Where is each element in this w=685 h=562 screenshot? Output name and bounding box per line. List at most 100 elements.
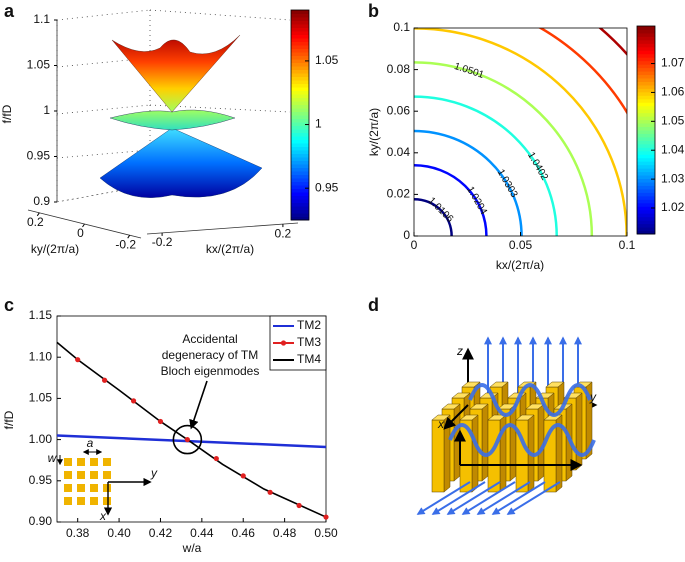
- colorbar-cell: [291, 174, 309, 179]
- colorbar-cell: [637, 67, 655, 72]
- annotation-arrow: [189, 380, 208, 430]
- data-point: [296, 502, 302, 509]
- colorbar-cell: [291, 55, 309, 60]
- colorbar-cell: [291, 87, 309, 91]
- y-tick-label: 1.05: [29, 391, 53, 405]
- inset-label: y: [150, 466, 158, 480]
- inset-cell: [90, 471, 98, 479]
- colorbar-cell: [637, 209, 655, 214]
- colorbar-cell: [637, 91, 655, 96]
- colorbar-cell: [291, 188, 309, 193]
- colorbar-tick-label: 0.95: [315, 180, 339, 194]
- pillar-front: [487, 419, 501, 493]
- colorbar-cell: [637, 53, 655, 58]
- colorbar-cell: [291, 167, 309, 172]
- colorbar-cell: [291, 97, 309, 102]
- inset-cell: [103, 484, 111, 492]
- colorbar-cell: [291, 108, 309, 112]
- colorbar-cell: [637, 133, 655, 138]
- colorbar-cell: [291, 45, 309, 49]
- contours: [414, 28, 627, 236]
- annotation-text: degeneracy of TM: [162, 348, 259, 362]
- pillar-top: [469, 403, 489, 410]
- colorbar-cell: [637, 46, 655, 51]
- colorbar-cell: [637, 182, 655, 186]
- colorbar-cell: [637, 227, 655, 232]
- colorbar-cell: [291, 178, 309, 182]
- colorbar-cell: [291, 34, 309, 39]
- contour-label: 1.0402: [525, 150, 550, 182]
- legend-label: TM2: [297, 318, 321, 332]
- z-tick-label: 1.05: [27, 58, 51, 72]
- x-tick-label: 0.40: [107, 526, 131, 540]
- colorbar-cell: [637, 136, 655, 141]
- pillar-side: [575, 392, 583, 471]
- contour-line: [414, 95, 558, 236]
- inset-cell: [103, 471, 111, 479]
- z-tick-label: 0.95: [27, 149, 51, 163]
- colorbar-cell: [291, 101, 309, 105]
- legend-label: TM4: [297, 352, 321, 366]
- y-tick-label: 0.04: [387, 145, 411, 159]
- colorbar-tick-label: 1.05: [315, 53, 339, 67]
- pillar-side: [471, 414, 479, 493]
- data-point: [130, 398, 137, 404]
- wave-arrow: [416, 481, 471, 515]
- inset-label: x: [99, 509, 107, 523]
- colorbar-cell: [637, 199, 655, 204]
- colorbar-cell: [291, 62, 309, 67]
- y-tick-label: 0.02: [387, 187, 411, 201]
- colorbar-cell: [637, 150, 655, 155]
- colorbar-cell: [637, 164, 655, 169]
- colorbar-cell: [291, 83, 309, 88]
- colorbar-cell: [291, 136, 309, 140]
- z-axis-label: f/fD: [0, 104, 14, 123]
- colorbar-cell: [637, 175, 655, 180]
- data-point: [240, 473, 246, 479]
- colorbar-tick-label: 1.06: [661, 85, 685, 99]
- panel-label: b: [368, 1, 379, 21]
- colorbar-cell: [291, 171, 309, 175]
- y-tick-label: -0.2: [115, 237, 136, 251]
- x-tick-label: 0.38: [66, 526, 90, 540]
- wave-arrow: [476, 481, 531, 515]
- colorbar-cell: [291, 146, 309, 151]
- panel-label: d: [368, 295, 379, 315]
- colorbar-cell: [637, 216, 655, 221]
- wave-arrow: [506, 481, 561, 515]
- colorbar-cell: [291, 181, 309, 186]
- colorbar-cell: [291, 13, 309, 18]
- x-tick-label: 0.46: [232, 526, 256, 540]
- contour-line: [414, 164, 488, 236]
- inset-cell: [77, 458, 85, 466]
- colorbar-cell: [291, 17, 309, 21]
- y-tick-label: 0.08: [387, 62, 411, 76]
- colorbar-cell: [291, 76, 309, 81]
- x-axis-label: kx/(2π/a): [496, 258, 544, 272]
- wave-arrow: [461, 481, 516, 515]
- colorbar-cell: [291, 213, 309, 217]
- colorbar-cell: [637, 192, 655, 197]
- colorbar-tick-label: 1.05: [661, 114, 685, 128]
- colorbar-cell: [637, 78, 655, 82]
- pillar-top: [489, 381, 509, 388]
- colorbar-cell: [291, 195, 309, 200]
- colorbar-cell: [291, 24, 309, 28]
- z-tick-label: 1.1: [33, 12, 50, 26]
- colorbar-cell: [291, 209, 309, 214]
- colorbar-cell: [291, 199, 309, 203]
- colorbar-cell: [637, 116, 655, 121]
- colorbar-cell: [637, 143, 655, 148]
- wave: [468, 383, 592, 417]
- colorbar-cell: [637, 50, 655, 55]
- data-point: [213, 455, 219, 462]
- pillar-top: [441, 403, 461, 410]
- x-tick-label: 0.50: [314, 526, 338, 540]
- colorbar-cell: [291, 41, 309, 46]
- colorbar-cell: [291, 164, 309, 168]
- colorbar-cell: [291, 185, 309, 189]
- colorbar-cell: [637, 206, 655, 211]
- x-tick-label: 0.1: [619, 238, 636, 252]
- wave-arrow: [491, 481, 546, 515]
